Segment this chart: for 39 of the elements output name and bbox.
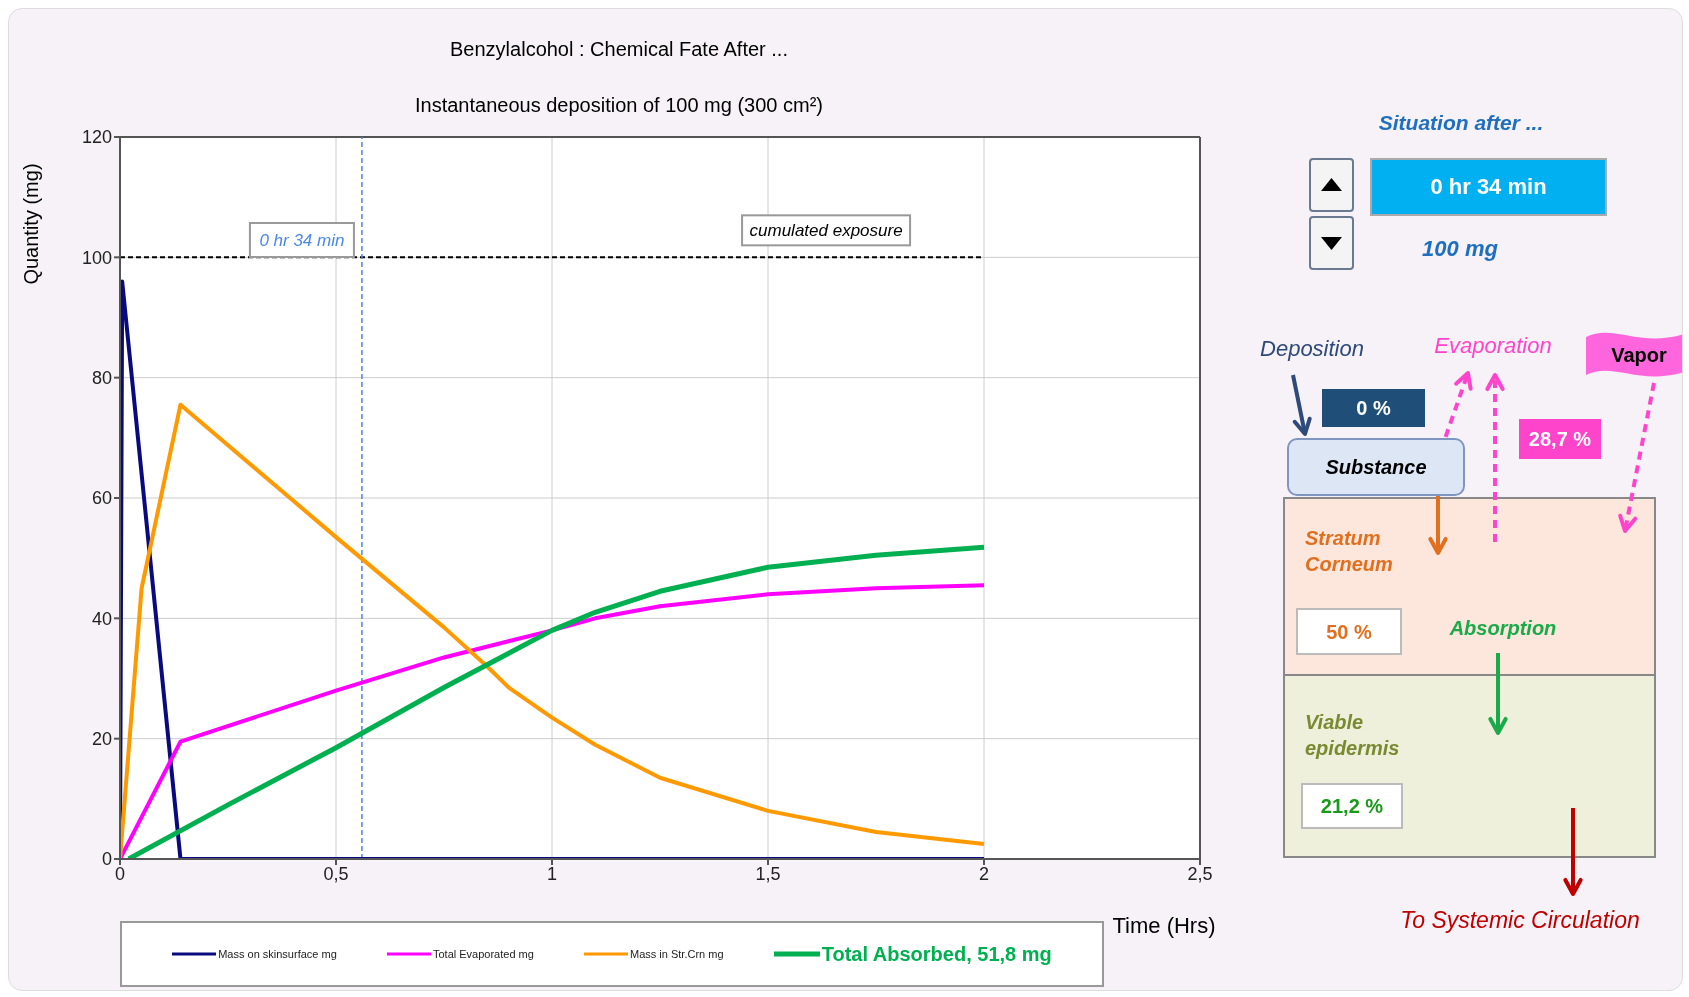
x-tick-label: 0 xyxy=(114,863,126,884)
y-tick-label: 80 xyxy=(91,368,112,389)
y-tick-label: 100 xyxy=(81,247,112,268)
text: 0 hr 34 min xyxy=(1370,158,1607,216)
chart-title: Benzylalcohol : Chemical Fate After ... xyxy=(450,37,788,61)
ref-line-label: 0 hr 34 min xyxy=(259,231,345,250)
x-axis-title: Time (Hrs) xyxy=(1112,913,1216,939)
legend-label: Mass on skinsurface mg xyxy=(218,948,337,960)
text: 28,7 % xyxy=(1519,419,1601,459)
text: Evaporation xyxy=(1434,331,1552,360)
text: Situation after ... xyxy=(1378,110,1544,137)
text: 21,2 % xyxy=(1301,783,1403,829)
text: Substance xyxy=(1287,438,1465,496)
y-tick-label: 120 xyxy=(81,127,112,148)
x-tick-label: 1,5 xyxy=(755,863,781,884)
y-tick-label: 0 xyxy=(101,849,112,870)
text: 0 % xyxy=(1322,389,1425,427)
text: Viable epidermis xyxy=(1305,710,1401,761)
text: 50 % xyxy=(1296,608,1402,655)
line-series xyxy=(120,402,986,859)
ref-line-label: cumulated exposure xyxy=(749,221,903,241)
legend-label: Total Absorbed, 51,8 mg xyxy=(821,942,1052,966)
x-tick-label: 0,5 xyxy=(323,863,349,884)
text: 100 mg xyxy=(1422,234,1498,263)
chart-subtitle: Instantaneous deposition of 100 mg (300 cm²) xyxy=(414,93,824,117)
x-tick-label: 2 xyxy=(978,863,990,884)
text: To Systemic Circulation xyxy=(1400,906,1640,936)
legend-label: Mass in Str.Crn mg xyxy=(630,948,724,960)
text: Vapor xyxy=(1610,343,1668,368)
legend-label: Total Evaporated mg xyxy=(432,948,534,960)
text: Deposition xyxy=(1260,334,1364,363)
x-tick-label: 2,5 xyxy=(1187,863,1213,884)
text: Stratum Corneum xyxy=(1305,526,1394,577)
x-tick-label: 1 xyxy=(546,863,558,884)
y-axis-title: Quantity (mg) xyxy=(19,163,43,285)
text: Absorption xyxy=(1449,616,1557,641)
y-tick-label: 20 xyxy=(91,729,112,750)
y-tick-label: 60 xyxy=(91,488,112,509)
y-tick-label: 40 xyxy=(91,608,112,629)
